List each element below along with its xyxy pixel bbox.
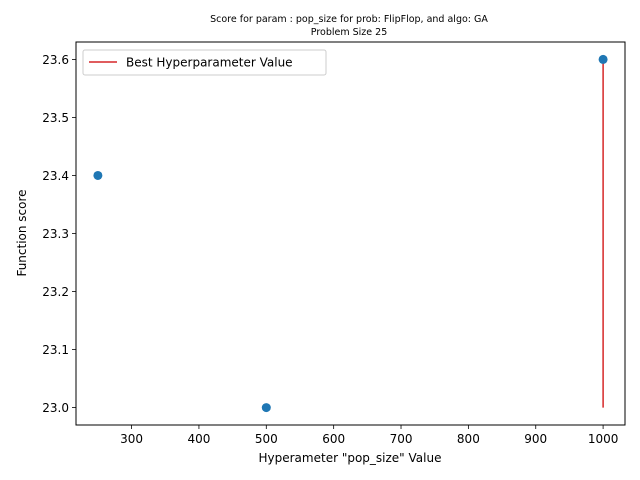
y-tick-label: 23.4	[42, 169, 69, 183]
x-tick-label: 300	[120, 432, 143, 446]
y-axis-label: Function score	[15, 189, 29, 276]
legend-label: Best Hyperparameter Value	[126, 56, 293, 70]
y-tick-label: 23.3	[42, 227, 69, 241]
x-tick-label: 500	[255, 432, 278, 446]
x-tick-label: 400	[187, 432, 210, 446]
data-point	[93, 170, 103, 180]
x-tick-label: 1000	[588, 432, 619, 446]
legend-box	[82, 49, 327, 76]
legend: Best Hyperparameter Value	[82, 49, 327, 76]
y-tick-label: 23.0	[42, 401, 69, 415]
plot-area: 300 400 500 600 700 800 900 1000 23.0 23.1 23.2 23.…	[42, 53, 618, 446]
chart-subtitle: Problem Size 25	[311, 27, 387, 38]
x-tick-label: 800	[457, 432, 480, 446]
x-axis-label: Hyperameter "pop_size" Value	[259, 451, 442, 465]
y-tick-label: 23.6	[42, 53, 69, 67]
plot-frame	[75, 41, 626, 426]
x-tick-label: 600	[322, 432, 345, 446]
y-tick-label: 23.1	[42, 343, 69, 357]
data-point	[261, 403, 271, 413]
x-tick-label: 700	[390, 432, 413, 446]
chart-title: Score for param : pop_size for prob: Fli…	[210, 14, 488, 25]
x-tick-label: 900	[524, 432, 547, 446]
y-tick-label: 23.5	[42, 111, 69, 125]
data-point	[598, 54, 608, 64]
y-tick-label: 23.2	[42, 285, 69, 299]
